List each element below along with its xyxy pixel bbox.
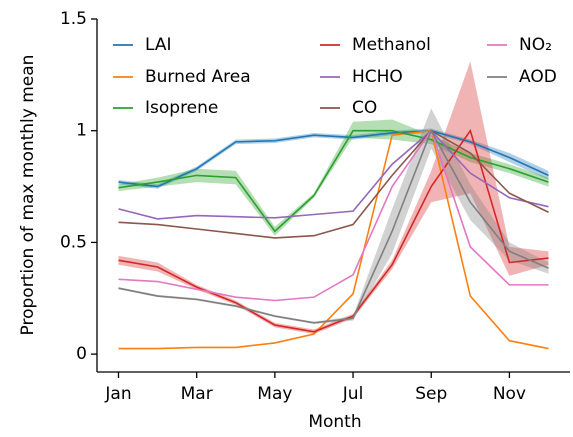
legend-label: NO₂ bbox=[519, 35, 552, 55]
legend-label: CO bbox=[352, 98, 377, 118]
series-line bbox=[118, 129, 549, 188]
legend-label: AOD bbox=[519, 67, 557, 87]
x-tick-label: Jan bbox=[104, 384, 131, 404]
series-line bbox=[118, 128, 549, 324]
series-line bbox=[118, 129, 549, 350]
error-band bbox=[118, 108, 549, 324]
x-tick-label: Nov bbox=[493, 384, 526, 404]
y-axis-label: Proportion of max monthly mean bbox=[18, 55, 38, 336]
x-tick-label: Sep bbox=[415, 384, 447, 404]
x-tick-label: Mar bbox=[181, 384, 213, 404]
legend-label: Isoprene bbox=[145, 98, 218, 118]
legend-label: HCHO bbox=[352, 67, 403, 87]
y-tick-label: 1.5 bbox=[60, 9, 87, 29]
x-axis-label: Month bbox=[308, 412, 361, 432]
series-line bbox=[118, 128, 549, 302]
legend-label: Burned Area bbox=[145, 67, 251, 87]
y-tick-label: 0.5 bbox=[60, 232, 87, 252]
series-line bbox=[118, 129, 549, 220]
series-line bbox=[118, 129, 549, 239]
error-band bbox=[118, 128, 549, 189]
y-tick-label: 0 bbox=[76, 344, 87, 364]
legend-label: Methanol bbox=[352, 35, 431, 55]
y-tick-label: 1 bbox=[76, 121, 87, 141]
x-tick-label: May bbox=[257, 384, 292, 404]
x-tick-label: Jul bbox=[342, 384, 364, 404]
series-line bbox=[118, 128, 549, 333]
legend-label: LAI bbox=[145, 35, 172, 55]
